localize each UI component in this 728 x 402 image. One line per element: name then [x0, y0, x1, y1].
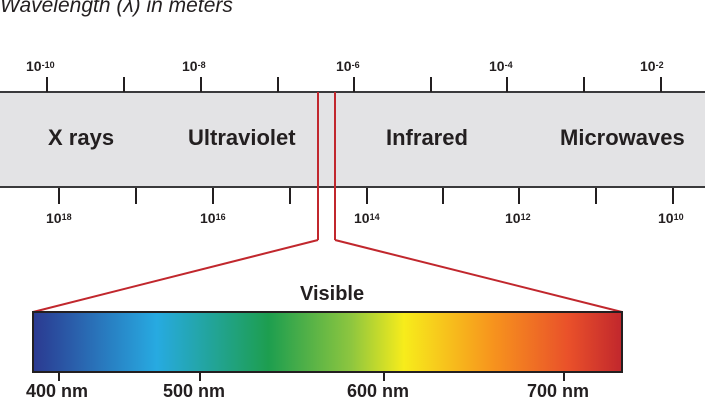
nm-label-400: 400 nm: [26, 381, 89, 401]
region-ultraviolet: Ultraviolet: [188, 125, 296, 150]
visible-bracket: [32, 92, 623, 313]
visible-spectrum-bar: [32, 311, 623, 373]
frequency-label-4: 1012: [505, 210, 531, 226]
band-bottom-edge: [0, 186, 705, 188]
chart-title: Wavelength (λ) in meters: [0, 0, 233, 17]
frequency-label-2: 1016: [200, 210, 226, 226]
wavelength-label-3: 10-6: [336, 58, 360, 74]
region-infrared: Infrared: [386, 125, 468, 150]
region-x-rays: X rays: [48, 125, 115, 150]
region-microwaves: Microwaves: [560, 125, 685, 150]
wavelength-label-5: 10-2: [640, 58, 664, 74]
nm-ticks: [58, 372, 565, 381]
nm-label-600: 600 nm: [347, 381, 410, 401]
frequency-label-1: 1018: [46, 210, 72, 226]
bracket-left-diagonal: [32, 239, 319, 313]
bracket-right-diagonal: [334, 239, 623, 313]
wavelength-label-4: 10-4: [489, 58, 513, 74]
wavelength-label-2: 10-8: [182, 58, 206, 74]
top-ticks: [46, 77, 662, 92]
spectrum-band: [0, 92, 705, 187]
nm-label-700: 700 nm: [527, 381, 590, 401]
nm-label-500: 500 nm: [163, 381, 226, 401]
frequency-label-5: 1010: [658, 210, 684, 226]
band-top-edge: [0, 91, 705, 93]
bottom-ticks: [58, 188, 674, 204]
frequency-label-3: 1014: [354, 210, 380, 226]
visible-title: Visible: [300, 283, 365, 305]
wavelength-label-1: 10-10: [26, 58, 55, 74]
